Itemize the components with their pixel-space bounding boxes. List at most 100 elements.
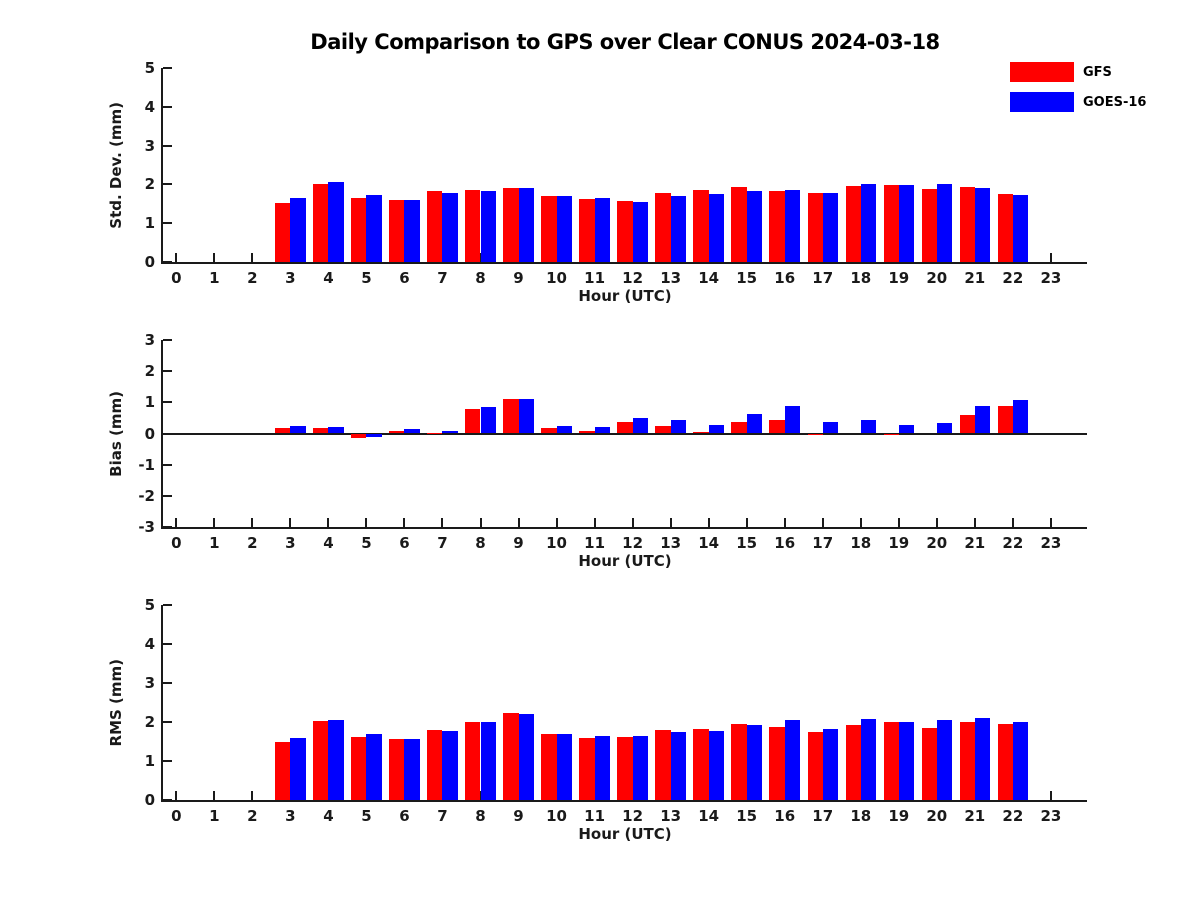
- bar-gfs-h5: [351, 433, 367, 439]
- x-tick-label: 17: [812, 807, 834, 825]
- bar-goes-16-h11: [594, 198, 610, 262]
- legend: GFS GOES-16: [1010, 62, 1146, 122]
- bar-gfs-h5: [351, 198, 367, 262]
- chart-title: Daily Comparison to GPS over Clear CONUS…: [310, 30, 940, 54]
- bar-goes-16-h14: [708, 730, 724, 800]
- x-tick: [973, 518, 976, 527]
- x-tick-label: 1: [209, 269, 220, 287]
- bar-goes-16-h13: [670, 420, 686, 434]
- y-tick: [163, 463, 172, 466]
- bar-gfs-h12: [617, 422, 633, 434]
- x-tick-label: 15: [736, 534, 758, 552]
- bar-goes-16-h15: [746, 413, 762, 434]
- x-tick-label: 19: [888, 534, 910, 552]
- y-tick: [163, 760, 172, 762]
- bar-gfs-h15: [731, 723, 747, 800]
- x-tick: [669, 518, 672, 527]
- bar-gfs-h18: [845, 724, 861, 800]
- y-tick-label: 1: [144, 393, 155, 412]
- x-tick-label: 15: [736, 807, 758, 825]
- bar-goes-16-h12: [632, 202, 648, 262]
- bar-goes-16-h8: [480, 407, 496, 434]
- bar-gfs-h11: [579, 737, 595, 800]
- bar-gfs-h7: [427, 191, 443, 262]
- bar-goes-16-h9: [518, 187, 534, 262]
- x-tick: [1049, 518, 1052, 527]
- bar-gfs-h11: [579, 199, 595, 262]
- x-tick-label: 11: [584, 807, 606, 825]
- x-tick-label: 2: [247, 807, 258, 825]
- bar-goes-16-h7: [442, 192, 458, 262]
- x-tick-label: 10: [546, 807, 567, 825]
- x-axis-label-hour-utc: Hour (UTC): [578, 287, 672, 305]
- x-tick-label: 0: [171, 534, 182, 552]
- x-tick-label: 11: [584, 269, 606, 287]
- bar-gfs-h10: [541, 427, 557, 434]
- bar-goes-16-h10: [556, 195, 572, 262]
- x-tick-label: 1: [209, 807, 220, 825]
- legend-swatch-goes16: [1010, 92, 1074, 112]
- bar-goes-16-h14: [708, 193, 724, 262]
- bar-goes-16-h4: [328, 426, 344, 434]
- bar-goes-16-h4: [328, 182, 344, 262]
- y-tick-label: 5: [144, 59, 155, 77]
- x-tick-label: 20: [926, 269, 948, 287]
- bar-gfs-h16: [769, 727, 785, 800]
- x-tick: [555, 518, 558, 527]
- bar-goes-16-h14: [708, 425, 724, 434]
- x-tick-label: 1: [209, 534, 220, 552]
- x-tick: [289, 518, 292, 527]
- x-tick-label: 20: [926, 534, 948, 552]
- bar-gfs-h19: [883, 433, 899, 436]
- x-tick-label: 9: [513, 807, 524, 825]
- x-tick-label: 16: [774, 534, 796, 552]
- bar-goes-16-h21: [974, 187, 991, 262]
- x-tick: [1049, 791, 1052, 800]
- bar-goes-16-h8: [480, 191, 496, 262]
- y-axis-label-rms: RMS (mm): [107, 658, 125, 747]
- y-tick: [163, 526, 172, 528]
- bar-gfs-h11: [579, 431, 595, 434]
- x-tick-label: 0: [171, 269, 182, 287]
- bar-gfs-h17: [807, 192, 823, 262]
- x-tick: [213, 791, 216, 800]
- y-tick: [163, 604, 172, 606]
- bar-goes-16-h12: [632, 736, 648, 800]
- bar-gfs-h4: [313, 183, 329, 262]
- x-tick: [745, 518, 748, 527]
- x-tick-label: 19: [888, 807, 910, 825]
- x-tick: [821, 518, 824, 527]
- y-tick: [163, 494, 172, 497]
- y-tick-label: 0: [144, 424, 155, 443]
- bar-goes-16-h13: [670, 196, 686, 262]
- bar-gfs-h5: [351, 737, 367, 800]
- bar-gfs-h6: [389, 200, 405, 262]
- x-tick-label: 8: [475, 534, 486, 552]
- y-tick: [163, 222, 172, 225]
- bar-gfs-h22: [997, 406, 1013, 434]
- x-tick-label: 9: [513, 534, 524, 552]
- bar-goes-16-h3: [290, 737, 306, 800]
- x-tick: [479, 518, 482, 527]
- x-tick: [517, 518, 520, 527]
- bar-goes-16-h20: [936, 422, 952, 434]
- bar-gfs-h19: [883, 185, 899, 262]
- x-tick-label: 22: [1002, 269, 1024, 287]
- x-tick-label: 18: [850, 807, 872, 825]
- x-tick-label: 21: [964, 269, 986, 287]
- x-axis-label-hour-utc: Hour (UTC): [578, 552, 672, 570]
- bar-goes-16-h16: [784, 189, 800, 262]
- legend-entry-gfs: GFS: [1010, 62, 1146, 82]
- y-tick-label: 1: [144, 752, 155, 770]
- bar-gfs-h13: [655, 192, 671, 262]
- x-tick-label: 7: [437, 534, 448, 552]
- bar-gfs-h18: [845, 186, 861, 262]
- bar-gfs-h17: [807, 433, 823, 435]
- bar-goes-16-h11: [594, 426, 610, 434]
- bar-goes-16-h12: [632, 417, 648, 434]
- bar-gfs-h10: [541, 195, 557, 262]
- bar-goes-16-h15: [746, 725, 762, 800]
- x-tick: [1049, 253, 1052, 262]
- x-tick: [859, 518, 862, 527]
- y-tick: [163, 799, 172, 801]
